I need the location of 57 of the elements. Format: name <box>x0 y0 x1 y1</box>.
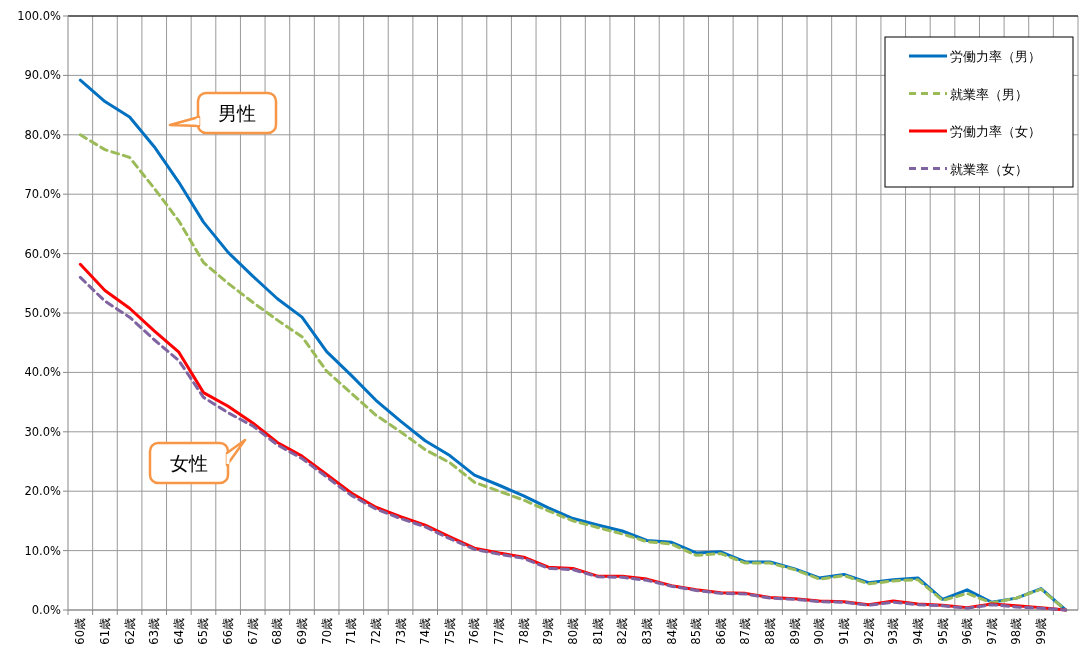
x-tick-label: 90歳 <box>812 618 827 645</box>
x-tick-label: 88歳 <box>763 618 778 645</box>
x-tick-label: 96歳 <box>960 618 975 645</box>
x-tick-label: 73歳 <box>393 618 408 645</box>
y-tick-label: 60.0% <box>24 246 62 261</box>
x-tick-label: 94歳 <box>910 618 925 645</box>
x-tick-label: 64歳 <box>171 618 186 645</box>
x-tick-label: 70歳 <box>319 618 334 645</box>
y-tick-label: 80.0% <box>24 127 62 142</box>
y-tick-label: 40.0% <box>24 365 62 380</box>
x-tick-label: 79歳 <box>541 618 556 645</box>
y-tick-label: 50.0% <box>24 306 62 320</box>
y-tick-label: 70.0% <box>24 187 62 202</box>
annotation: 女性 <box>170 452 208 474</box>
x-tick-label: 91歳 <box>836 618 851 645</box>
x-tick-label: 74歳 <box>418 618 433 645</box>
x-tick-label: 65歳 <box>196 618 211 645</box>
x-tick-label: 81歳 <box>590 618 605 645</box>
legend-label: 労働力率（女） <box>950 124 1041 139</box>
y-tick-label: 30.0% <box>24 424 62 439</box>
x-tick-label: 93歳 <box>886 618 901 645</box>
x-tick-label: 71歳 <box>344 618 359 645</box>
x-tick-label: 68歳 <box>270 618 285 645</box>
x-tick-label: 69歳 <box>295 618 310 645</box>
x-tick-label: 82歳 <box>615 618 630 645</box>
y-tick-label: 90.0% <box>24 68 62 83</box>
x-tick-label: 92歳 <box>861 618 876 645</box>
x-tick-label: 75歳 <box>442 618 457 645</box>
x-tick-label: 80歳 <box>566 618 580 645</box>
x-tick-label: 95歳 <box>935 618 950 645</box>
x-tick-label: 83歳 <box>639 618 654 645</box>
x-tick-label: 97歳 <box>984 618 999 645</box>
x-tick-label: 98歳 <box>1009 618 1024 645</box>
annotation: 男性 <box>218 102 256 124</box>
y-tick-label: 10.0% <box>24 543 62 558</box>
x-tick-label: 78歳 <box>516 618 531 645</box>
x-tick-label: 63歳 <box>147 618 162 645</box>
legend-label: 就業率（男） <box>950 86 1028 102</box>
x-tick-label: 72歳 <box>368 618 383 645</box>
x-tick-label: 66歳 <box>221 618 236 645</box>
x-tick-label: 77歳 <box>492 618 507 645</box>
x-tick-label: 60歳 <box>73 618 88 645</box>
x-tick-label: 62歳 <box>122 618 137 645</box>
x-tick-label: 85歳 <box>689 618 704 645</box>
x-tick-label: 76歳 <box>467 618 482 645</box>
y-tick-label: 20.0% <box>24 484 62 499</box>
x-tick-label: 99歳 <box>1034 618 1049 645</box>
x-tick-label: 86歳 <box>713 618 728 645</box>
x-tick-label: 61歳 <box>97 618 112 645</box>
x-tick-label: 84歳 <box>664 618 679 645</box>
legend-label: 就業率（女） <box>950 161 1028 177</box>
y-tick-label: 100.0% <box>17 9 62 23</box>
x-tick-label: 89歳 <box>787 618 802 645</box>
legend-label: 労働力率（男） <box>950 49 1041 64</box>
x-tick-label: 67歳 <box>245 618 260 645</box>
x-tick-label: 87歳 <box>738 618 753 645</box>
y-tick-label: 0.0% <box>31 603 62 617</box>
